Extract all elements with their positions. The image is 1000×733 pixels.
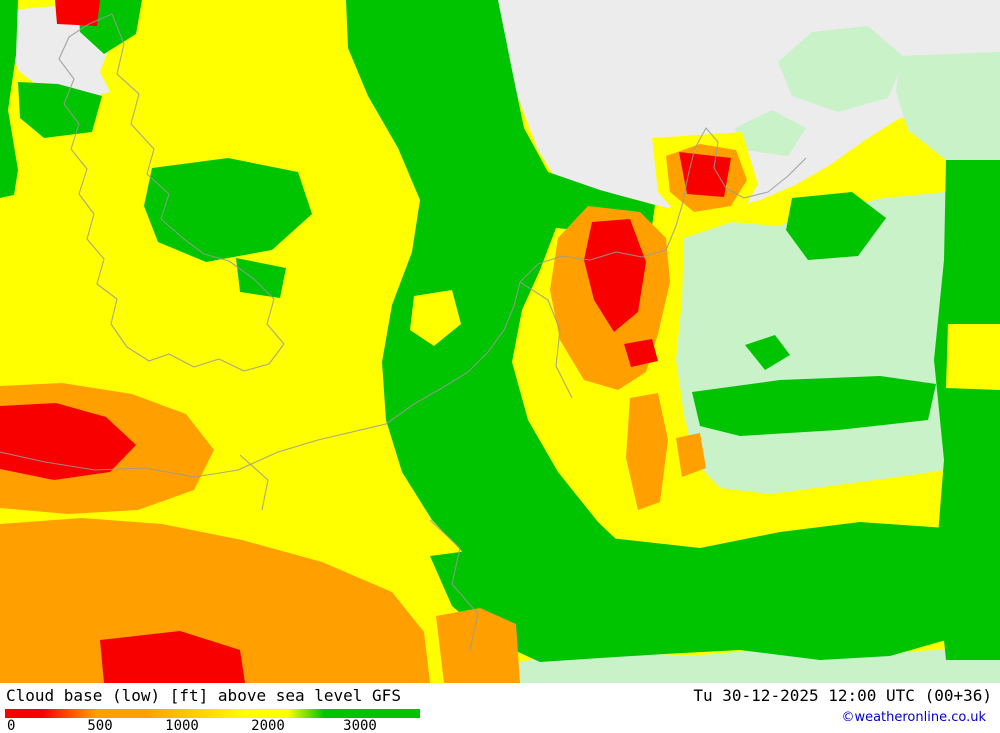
- legend-tick: 1000: [165, 718, 199, 733]
- caption-row: Cloud base (low) [ft] above sea level GF…: [0, 684, 1000, 705]
- copyright-link[interactable]: ©weatheronline.co.uk: [841, 710, 986, 725]
- legend-tick: 500: [87, 718, 113, 733]
- map-region-green-in-lightgreen-2: [692, 376, 936, 436]
- legend-colorbar: [5, 709, 420, 718]
- map-region-red-denmark: [679, 152, 731, 197]
- map-region-yellow-right-notch: [946, 324, 1000, 390]
- map-region-red-topleft: [55, 0, 100, 26]
- border-inland-2: [429, 519, 479, 651]
- map-region-orange-streak-2: [676, 433, 706, 477]
- legend-tick: 2000: [251, 718, 285, 733]
- map-region-yellow-in-band: [410, 290, 461, 346]
- legend: 0 500 1000 2000 3000 ©weatheronline.co.u…: [0, 707, 1000, 733]
- coastline-continent: [0, 151, 695, 478]
- map-region-orange-bottomcenter: [436, 608, 520, 683]
- caption-bar: Cloud base (low) [ft] above sea level GF…: [0, 683, 1000, 733]
- map-region-green-small: [236, 258, 286, 298]
- map-title: Cloud base (low) [ft] above sea level GF…: [6, 686, 401, 705]
- map-region-red-left: [0, 403, 136, 480]
- map-region-lightgreen-topright-2: [735, 110, 806, 156]
- map-region-green-in-lightgreen-1: [786, 192, 886, 260]
- map-svg: [0, 0, 1000, 683]
- map-region-green-central-band: [346, 0, 655, 652]
- legend-tick: 3000: [343, 718, 377, 733]
- legend-tick: 0: [7, 718, 16, 733]
- map-region-red-bottomleft: [100, 631, 245, 683]
- map-region-red-center: [584, 219, 646, 332]
- map-region-green-left-edge: [0, 0, 18, 198]
- legend-ticks: 0 500 1000 2000 3000: [5, 718, 425, 733]
- map-region-red-center-small: [624, 339, 658, 367]
- coastline-denmark: [693, 127, 807, 199]
- coastline-britain: [58, 13, 285, 372]
- map-region-orange-streak-1: [626, 393, 668, 510]
- border-inland-1: [519, 281, 573, 399]
- map-region-lightgreen-topright-1: [778, 26, 905, 112]
- border-inland-3: [239, 454, 269, 511]
- map-region-green-bottom-band: [430, 522, 946, 662]
- map-region-lightgreen-topright-3: [896, 52, 1000, 160]
- map-region-green-in-lightgreen-3: [745, 335, 790, 370]
- map-datetime: Tu 30-12-2025 12:00 UTC (00+36): [693, 686, 992, 705]
- map-region-green-midlands: [144, 158, 312, 262]
- map-region-green-right-column: [934, 160, 1000, 660]
- cloud-base-map: [0, 0, 1000, 683]
- map-region-green-under-scotland: [18, 82, 102, 138]
